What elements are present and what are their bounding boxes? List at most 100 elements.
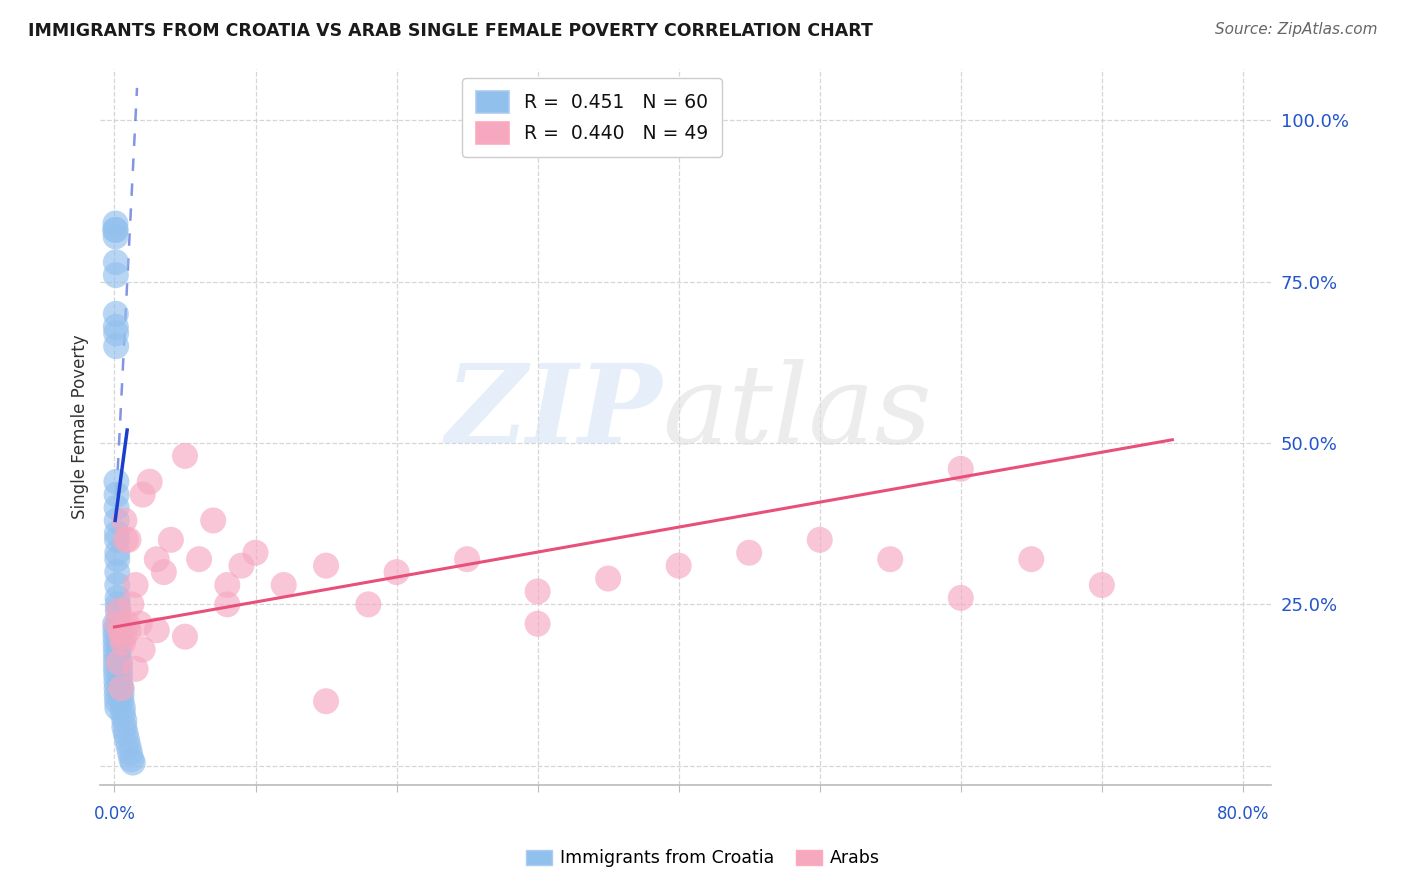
Point bbox=[188, 552, 211, 566]
Point bbox=[131, 642, 153, 657]
Point bbox=[104, 223, 127, 237]
Point bbox=[105, 565, 128, 579]
Point bbox=[105, 475, 128, 489]
Point bbox=[217, 598, 239, 612]
Point bbox=[107, 604, 129, 618]
Point bbox=[105, 578, 128, 592]
Point bbox=[112, 513, 135, 527]
Point bbox=[105, 694, 128, 708]
Point bbox=[808, 533, 831, 547]
Point bbox=[110, 694, 132, 708]
Point bbox=[949, 462, 972, 476]
Point bbox=[738, 546, 761, 560]
Point bbox=[105, 513, 128, 527]
Point bbox=[357, 598, 380, 612]
Text: Source: ZipAtlas.com: Source: ZipAtlas.com bbox=[1215, 22, 1378, 37]
Point bbox=[105, 533, 128, 547]
Point bbox=[526, 616, 548, 631]
Point bbox=[105, 500, 128, 515]
Text: atlas: atlas bbox=[662, 359, 932, 467]
Point bbox=[111, 707, 134, 722]
Point bbox=[105, 552, 128, 566]
Point bbox=[668, 558, 690, 573]
Point bbox=[107, 598, 129, 612]
Point bbox=[105, 688, 128, 702]
Point bbox=[315, 694, 337, 708]
Point bbox=[174, 449, 197, 463]
Point bbox=[111, 636, 134, 650]
Point bbox=[107, 616, 129, 631]
Point bbox=[107, 636, 129, 650]
Point bbox=[456, 552, 478, 566]
Point bbox=[104, 616, 127, 631]
Text: 80.0%: 80.0% bbox=[1216, 805, 1270, 822]
Point bbox=[112, 630, 135, 644]
Point bbox=[138, 475, 160, 489]
Point bbox=[120, 752, 142, 766]
Point bbox=[245, 546, 267, 560]
Point bbox=[107, 604, 129, 618]
Point bbox=[110, 688, 132, 702]
Point bbox=[114, 726, 136, 740]
Point bbox=[105, 326, 128, 341]
Point bbox=[1091, 578, 1114, 592]
Point bbox=[117, 739, 139, 754]
Point bbox=[121, 756, 143, 770]
Point bbox=[111, 700, 134, 714]
Point bbox=[108, 624, 131, 638]
Point bbox=[315, 558, 337, 573]
Point bbox=[108, 668, 131, 682]
Point bbox=[174, 630, 197, 644]
Point bbox=[104, 255, 127, 269]
Point bbox=[105, 700, 128, 714]
Point bbox=[160, 533, 183, 547]
Point bbox=[117, 624, 139, 638]
Point bbox=[110, 681, 132, 696]
Point bbox=[949, 591, 972, 605]
Point bbox=[104, 319, 127, 334]
Point bbox=[120, 598, 142, 612]
Point bbox=[146, 552, 169, 566]
Text: 0.0%: 0.0% bbox=[94, 805, 135, 822]
Point bbox=[107, 648, 129, 663]
Point bbox=[115, 616, 138, 631]
Point bbox=[104, 630, 127, 644]
Point bbox=[105, 668, 128, 682]
Point bbox=[110, 681, 132, 696]
Point bbox=[107, 642, 129, 657]
Point bbox=[146, 624, 169, 638]
Point bbox=[526, 584, 548, 599]
Point bbox=[104, 268, 127, 282]
Point bbox=[107, 591, 129, 605]
Point bbox=[104, 223, 127, 237]
Point bbox=[104, 307, 127, 321]
Point bbox=[112, 714, 135, 728]
Point bbox=[131, 488, 153, 502]
Point bbox=[105, 681, 128, 696]
Point bbox=[105, 339, 128, 353]
Point bbox=[118, 746, 141, 760]
Point bbox=[124, 662, 146, 676]
Point bbox=[231, 558, 253, 573]
Text: IMMIGRANTS FROM CROATIA VS ARAB SINGLE FEMALE POVERTY CORRELATION CHART: IMMIGRANTS FROM CROATIA VS ARAB SINGLE F… bbox=[28, 22, 873, 40]
Point bbox=[107, 656, 129, 670]
Point bbox=[104, 662, 127, 676]
Point bbox=[128, 616, 150, 631]
Point bbox=[202, 513, 225, 527]
Y-axis label: Single Female Poverty: Single Female Poverty bbox=[72, 334, 89, 519]
Point bbox=[104, 217, 127, 231]
Text: ZIP: ZIP bbox=[446, 359, 662, 467]
Point bbox=[104, 229, 127, 244]
Point bbox=[104, 636, 127, 650]
Point bbox=[114, 533, 136, 547]
Point bbox=[107, 630, 129, 644]
Point bbox=[385, 565, 408, 579]
Point bbox=[105, 616, 128, 631]
Point bbox=[105, 546, 128, 560]
Point bbox=[217, 578, 239, 592]
Point bbox=[112, 720, 135, 734]
Point bbox=[104, 656, 127, 670]
Point bbox=[598, 572, 620, 586]
Point bbox=[105, 488, 128, 502]
Legend: R =  0.451   N = 60, R =  0.440   N = 49: R = 0.451 N = 60, R = 0.440 N = 49 bbox=[463, 78, 721, 157]
